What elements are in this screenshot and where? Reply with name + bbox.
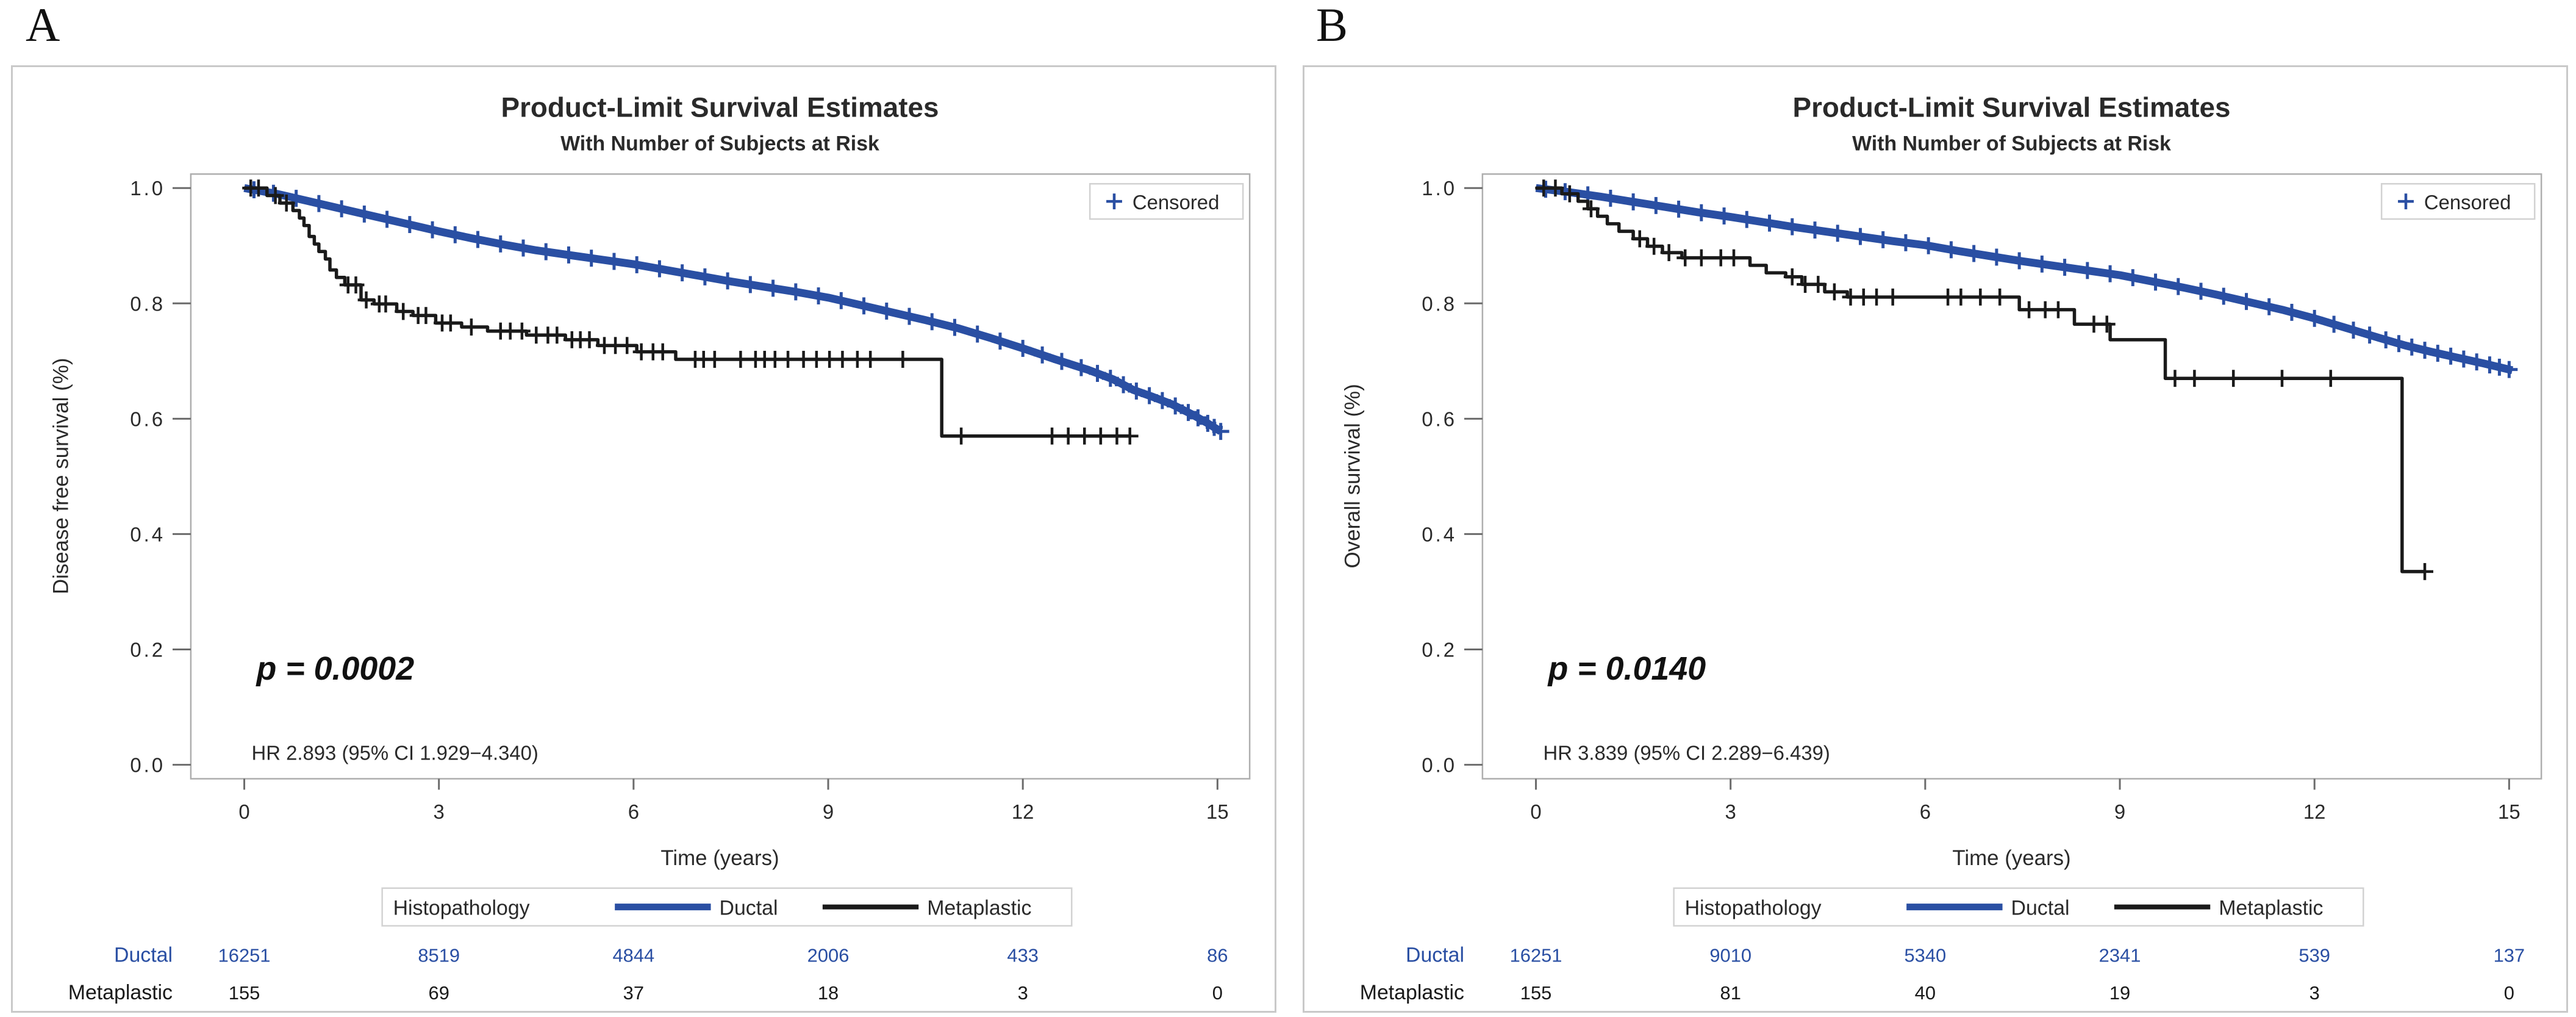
x-tick-label: 6 bbox=[1920, 800, 1931, 823]
x-tick-label: 15 bbox=[1206, 800, 1229, 823]
y-tick-label: 1.0 bbox=[1422, 177, 1457, 199]
at-risk-count: 16251 bbox=[218, 944, 271, 966]
km-curve-ductal bbox=[1535, 184, 2514, 375]
at-risk-count: 155 bbox=[1520, 982, 1552, 1004]
at-risk-count: 3 bbox=[2309, 982, 2320, 1004]
x-tick-label: 6 bbox=[628, 800, 639, 823]
at-risk-row-label: Ductal bbox=[1406, 943, 1464, 966]
series-legend-title: Histopathology bbox=[1685, 897, 1822, 920]
km-curve-ductal bbox=[243, 184, 1223, 435]
hazard-ratio-annotation: HR 3.839 (95% CI 2.289−6.439) bbox=[1543, 742, 1830, 764]
y-tick-label: 0.0 bbox=[130, 754, 165, 777]
at-risk-count: 4844 bbox=[613, 944, 655, 966]
x-tick-label: 3 bbox=[434, 800, 445, 823]
x-tick-label: 15 bbox=[2498, 800, 2521, 823]
at-risk-count: 2341 bbox=[2099, 944, 2141, 966]
chart-title: Product-Limit Survival Estimates bbox=[1793, 92, 2231, 123]
km-panel-b: Product-Limit Survival Estimates With Num… bbox=[1303, 65, 2568, 1013]
at-risk-count: 539 bbox=[2299, 944, 2330, 966]
y-tick-label: 0.2 bbox=[1422, 638, 1457, 661]
at-risk-count: 9010 bbox=[1709, 944, 1751, 966]
x-tick-label: 0 bbox=[238, 800, 249, 823]
y-axis-label: Disease free survival (%) bbox=[49, 358, 73, 594]
hazard-ratio-annotation: HR 2.893 (95% CI 1.929−4.340) bbox=[251, 742, 538, 764]
at-risk-count: 155 bbox=[229, 982, 260, 1004]
y-axis-label: Overall survival (%) bbox=[1341, 384, 1365, 568]
at-risk-count: 8519 bbox=[418, 944, 460, 966]
y-tick-label: 0.2 bbox=[130, 638, 165, 661]
legend-label-ductal: Ductal bbox=[2011, 897, 2070, 920]
censored-legend-label: Censored bbox=[1132, 191, 1219, 214]
at-risk-count: 2006 bbox=[807, 944, 850, 966]
x-tick-label: 12 bbox=[2303, 800, 2326, 823]
chart-title: Product-Limit Survival Estimates bbox=[501, 92, 939, 123]
at-risk-count: 3 bbox=[1018, 982, 1028, 1004]
at-risk-count: 5340 bbox=[1905, 944, 1947, 966]
km-plot-a: Product-Limit Survival Estimates With Num… bbox=[49, 92, 1251, 1004]
panel-a-label: A bbox=[26, 0, 60, 51]
at-risk-count: 37 bbox=[623, 982, 644, 1004]
plot-area-border bbox=[1481, 173, 2542, 780]
series-legend-box bbox=[1673, 887, 2364, 927]
at-risk-count: 0 bbox=[1212, 982, 1223, 1004]
km-panel-a: Product-Limit Survival Estimates With Num… bbox=[11, 65, 1276, 1013]
x-axis-label: Time (years) bbox=[1952, 846, 2070, 870]
y-tick-label: 0.6 bbox=[130, 408, 165, 430]
legend-label-metaplastic: Metaplastic bbox=[927, 897, 1031, 920]
series-legend-box bbox=[381, 887, 1073, 927]
x-tick-label: 0 bbox=[1530, 800, 1541, 823]
at-risk-count: 18 bbox=[818, 982, 839, 1004]
y-tick-label: 0.8 bbox=[130, 292, 165, 315]
x-tick-label: 12 bbox=[1012, 800, 1034, 823]
at-risk-row-label: Metaplastic bbox=[1360, 981, 1464, 1004]
at-risk-count: 19 bbox=[2109, 982, 2130, 1004]
plot-area-border bbox=[190, 173, 1251, 780]
p-value-annotation: p = 0.0140 bbox=[1547, 650, 1706, 687]
chart-subtitle: With Number of Subjects at Risk bbox=[560, 132, 879, 155]
x-axis-label: Time (years) bbox=[660, 846, 779, 870]
y-tick-label: 0.0 bbox=[1422, 754, 1457, 777]
y-tick-label: 1.0 bbox=[130, 177, 165, 199]
at-risk-count: 69 bbox=[429, 982, 449, 1004]
y-tick-label: 0.4 bbox=[1422, 523, 1457, 545]
legend-label-ductal: Ductal bbox=[720, 897, 778, 920]
at-risk-count: 137 bbox=[2494, 944, 2525, 966]
series-legend-title: Histopathology bbox=[393, 897, 530, 920]
x-tick-label: 3 bbox=[1725, 800, 1736, 823]
at-risk-row-label: Ductal bbox=[114, 943, 173, 966]
y-tick-label: 0.8 bbox=[1422, 292, 1457, 315]
at-risk-count: 16251 bbox=[1510, 944, 1562, 966]
y-tick-label: 0.4 bbox=[130, 523, 165, 545]
km-plot-b: Product-Limit Survival Estimates With Num… bbox=[1341, 92, 2542, 1004]
legend-label-metaplastic: Metaplastic bbox=[2219, 897, 2323, 920]
at-risk-count: 0 bbox=[2504, 982, 2514, 1004]
at-risk-count: 86 bbox=[1207, 944, 1228, 966]
p-value-annotation: p = 0.0002 bbox=[255, 650, 414, 687]
censored-legend-label: Censored bbox=[2424, 191, 2511, 214]
km-curve-metaplastic bbox=[244, 186, 1130, 438]
y-tick-label: 0.6 bbox=[1422, 408, 1457, 430]
x-tick-label: 9 bbox=[823, 800, 834, 823]
at-risk-row-label: Metaplastic bbox=[68, 981, 173, 1004]
at-risk-count: 40 bbox=[1915, 982, 1936, 1004]
panel-b-label: B bbox=[1316, 0, 1348, 51]
at-risk-count: 433 bbox=[1007, 944, 1039, 966]
x-tick-label: 9 bbox=[2114, 800, 2125, 823]
chart-subtitle: With Number of Subjects at Risk bbox=[1852, 132, 2171, 155]
at-risk-count: 81 bbox=[1720, 982, 1741, 1004]
